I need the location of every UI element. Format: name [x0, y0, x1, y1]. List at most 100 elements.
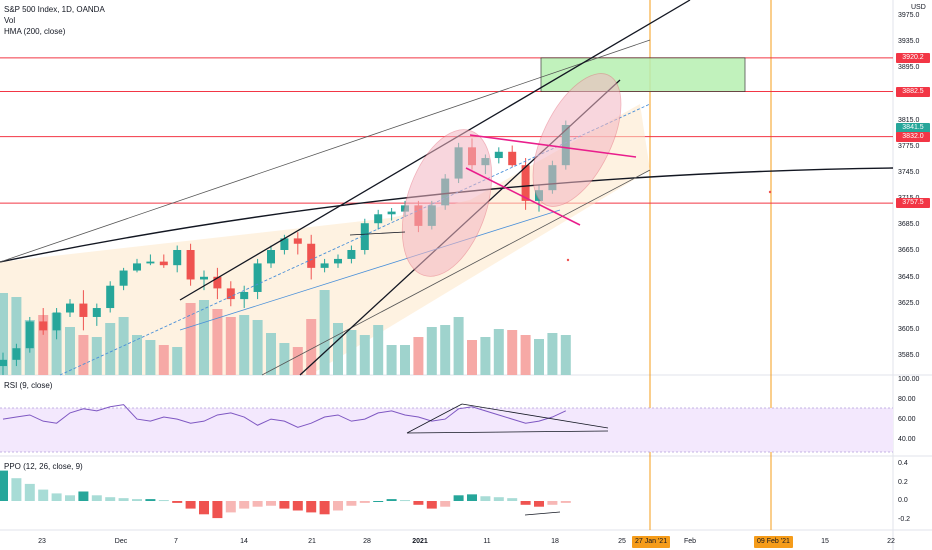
- time-tick-label: 23: [38, 538, 46, 545]
- ppo-histogram-bar: [266, 501, 276, 506]
- volume-bar: [547, 333, 558, 375]
- symbol-legend[interactable]: S&P 500 Index, 1D, OANDA: [4, 5, 105, 14]
- ppo-histogram-bar: [145, 499, 156, 501]
- volume-bar: [266, 333, 276, 375]
- candle-body: [347, 250, 356, 259]
- candle-body: [521, 165, 530, 201]
- price-tick-label: 3625.0: [898, 299, 920, 307]
- ppo-histogram-bar: [11, 478, 22, 501]
- price-tick-label: 3975.0: [898, 12, 920, 19]
- time-tick-label: 15: [821, 538, 829, 545]
- ppo-histogram-bar: [239, 501, 250, 509]
- time-tick-label: Feb: [683, 538, 697, 545]
- volume-bar: [560, 335, 571, 375]
- ppo-histogram-bar: [0, 470, 8, 501]
- candle-body: [92, 308, 101, 317]
- price-tick-label: 3775.0: [898, 142, 920, 150]
- volume-bar: [65, 327, 75, 375]
- ppo-tick-label: -0.2: [898, 516, 911, 523]
- volume-legend[interactable]: Vol: [4, 16, 16, 25]
- ppo-legend[interactable]: PPO (12, 26, close, 9): [4, 462, 83, 471]
- volume-bar: [453, 317, 464, 375]
- time-tick-label: 7: [174, 538, 178, 545]
- candle-body: [12, 348, 21, 360]
- ppo-histogram-bar: [279, 501, 290, 509]
- hma-legend[interactable]: HMA (200, close): [4, 27, 66, 36]
- rsi-trendline: [406, 403, 463, 434]
- volume-bar: [426, 327, 437, 375]
- candle-body: [508, 151, 517, 166]
- ppo-histogram-bar: [306, 501, 317, 513]
- volume-bar: [359, 335, 370, 375]
- volume-bar: [467, 340, 477, 375]
- ppo-histogram-bar: [319, 501, 330, 515]
- rsi-tick-label: 100.00: [898, 376, 920, 383]
- ppo-histogram-bar: [292, 501, 303, 511]
- dot-marker: [566, 258, 570, 262]
- candle-body: [106, 285, 115, 309]
- volume-bar: [185, 303, 196, 375]
- volume-bar: [319, 290, 330, 375]
- ppo-histogram-bar: [172, 501, 183, 503]
- volume-bar: [118, 317, 129, 375]
- rsi-line: [2, 404, 567, 428]
- time-tick-label: 28: [363, 538, 371, 545]
- candle-body: [173, 250, 182, 266]
- ppo-histogram-bar: [413, 501, 424, 505]
- price-badge: 3920.2: [896, 52, 930, 63]
- ppo-histogram-bar: [346, 501, 357, 506]
- wedge-area: [0, 104, 650, 375]
- ppo-histogram-bar: [252, 501, 263, 507]
- volume-bar: [91, 337, 102, 375]
- ppo-histogram-bar: [199, 501, 209, 515]
- ppo-tick-label: 0.4: [898, 460, 908, 467]
- ppo-histogram-bar: [118, 498, 129, 501]
- ppo-tick-label: 0.0: [898, 497, 908, 505]
- highlight-ellipse: [401, 129, 493, 277]
- volume-bar: [480, 337, 491, 375]
- volume-bar: [11, 297, 22, 375]
- price-tick-label: 3585.0: [898, 352, 920, 359]
- volume-bar: [105, 323, 116, 375]
- ppo-histogram-bar: [480, 496, 491, 501]
- volume-bar: [212, 309, 223, 375]
- flag-lower-line: [465, 167, 581, 226]
- ppo-histogram-bar: [225, 501, 236, 513]
- ppo-histogram-bar: [78, 491, 89, 501]
- candle-body: [186, 250, 195, 280]
- dot-marker: [768, 190, 772, 194]
- ppo-histogram-bar: [91, 495, 102, 501]
- volume-bar: [346, 330, 357, 375]
- wedge-upper-line: [0, 39, 651, 263]
- currency-label[interactable]: USD: [911, 4, 926, 11]
- volume-bar: [386, 345, 397, 375]
- volume-bar: [413, 337, 424, 375]
- price-badge: 3832.0: [896, 131, 930, 142]
- highlight-ellipse: [532, 73, 622, 207]
- time-tick-label: 11: [483, 538, 491, 545]
- marker-line: [349, 231, 406, 236]
- rsi-legend[interactable]: RSI (9, close): [4, 381, 53, 390]
- candle-body: [280, 238, 289, 250]
- price-badge: 3757.5: [896, 198, 930, 209]
- ppo-histogram-bar: [51, 493, 62, 501]
- date-badge-second: 09 Feb '21: [754, 536, 793, 548]
- time-tick-label: 21: [308, 538, 316, 545]
- candle-body: [213, 276, 222, 289]
- volume-bar: [493, 329, 504, 375]
- volume-bar: [373, 325, 384, 375]
- ppo-histogram-bar: [453, 495, 464, 501]
- ppo-pane: [0, 470, 571, 519]
- ppo-histogram-bar: [158, 500, 169, 502]
- trend-drawings[interactable]: [0, 0, 894, 376]
- price-tick-label: 3895.0: [898, 64, 920, 72]
- candle-body: [307, 243, 316, 268]
- rsi-tick-label: 80.00: [898, 396, 916, 403]
- price-tick-label: 3815.0: [898, 116, 920, 124]
- date-badge-first: 27 Jan '21: [632, 536, 671, 548]
- ppo-histogram-bar: [24, 483, 35, 501]
- volume-bar: [199, 300, 209, 375]
- candle-body: [374, 214, 383, 224]
- time-tick-label: 25: [618, 538, 626, 545]
